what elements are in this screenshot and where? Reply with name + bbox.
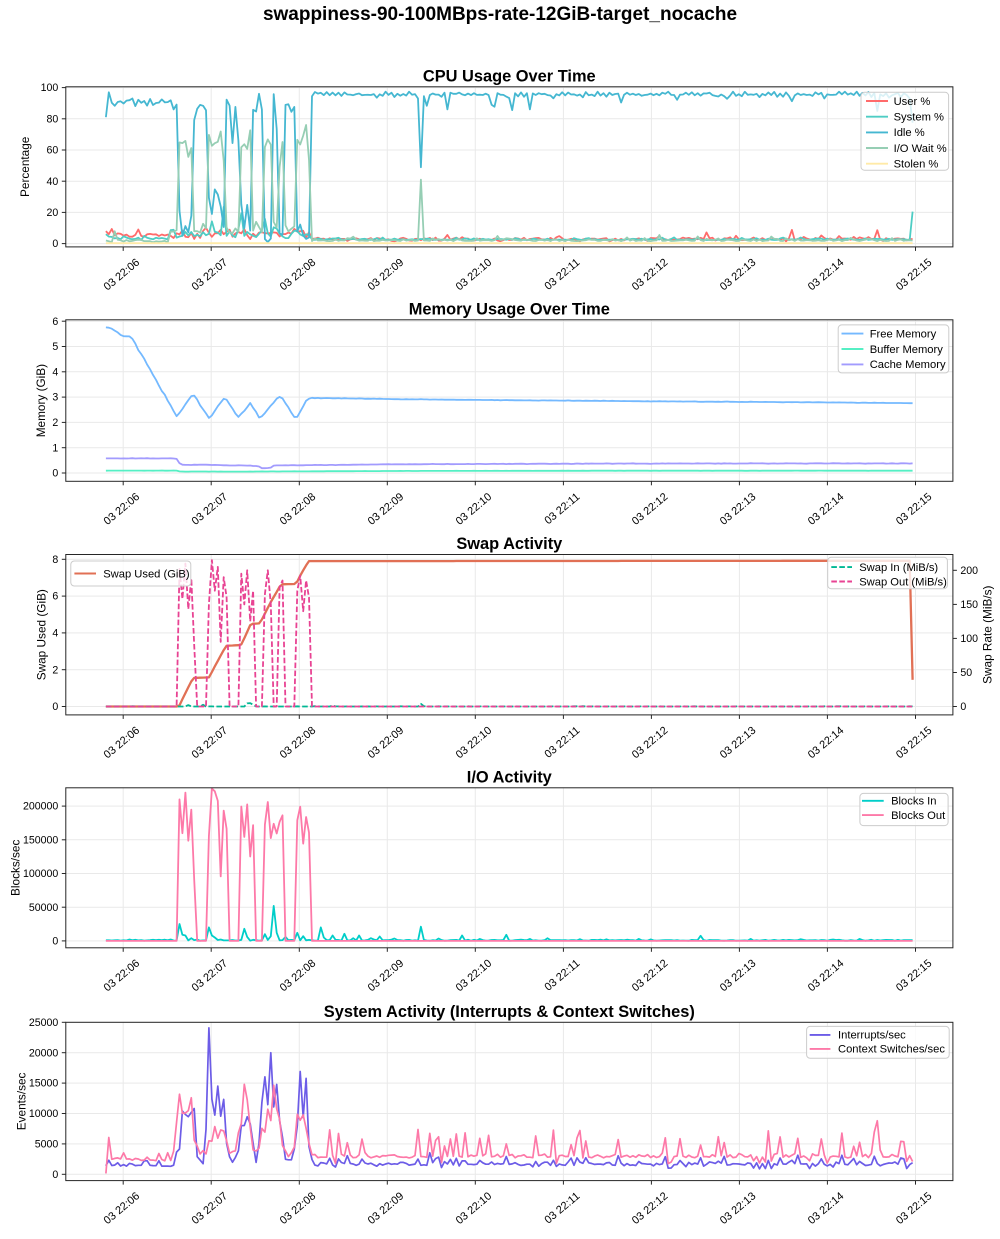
svg-text:3: 3 xyxy=(52,392,58,404)
svg-text:Free Memory: Free Memory xyxy=(870,328,937,340)
svg-text:0: 0 xyxy=(960,701,966,713)
svg-text:0: 0 xyxy=(52,468,58,480)
svg-text:5000: 5000 xyxy=(35,1139,59,1151)
svg-text:Buffer Memory: Buffer Memory xyxy=(870,344,944,356)
svg-text:100000: 100000 xyxy=(23,868,58,880)
svg-text:Swap Used (GiB): Swap Used (GiB) xyxy=(103,568,190,580)
svg-text:20000: 20000 xyxy=(29,1047,59,1059)
svg-text:200000: 200000 xyxy=(23,801,58,813)
svg-text:Context Switches/sec: Context Switches/sec xyxy=(838,1044,945,1056)
svg-text:50000: 50000 xyxy=(29,902,59,914)
svg-text:0: 0 xyxy=(52,1169,58,1181)
svg-text:User %: User % xyxy=(894,96,931,108)
svg-text:Idle %: Idle % xyxy=(894,127,925,139)
svg-text:2: 2 xyxy=(52,664,58,676)
svg-text:Memory Usage Over Time: Memory Usage Over Time xyxy=(409,300,610,318)
svg-text:2: 2 xyxy=(52,417,58,429)
svg-text:I/O Activity: I/O Activity xyxy=(467,768,553,786)
svg-text:150000: 150000 xyxy=(23,834,58,846)
svg-text:Swap Used (GiB): Swap Used (GiB) xyxy=(34,589,48,680)
svg-text:20: 20 xyxy=(47,207,59,219)
svg-text:80: 80 xyxy=(47,113,59,125)
svg-text:1: 1 xyxy=(52,442,58,454)
svg-text:0: 0 xyxy=(52,701,58,713)
svg-text:4: 4 xyxy=(52,628,58,640)
svg-text:Blocks Out: Blocks Out xyxy=(891,810,946,822)
svg-text:Events/sec: Events/sec xyxy=(15,1072,29,1130)
svg-text:Swap Activity: Swap Activity xyxy=(456,535,563,553)
svg-text:0: 0 xyxy=(52,238,58,250)
svg-text:Interrupts/sec: Interrupts/sec xyxy=(838,1030,906,1042)
svg-text:Cache Memory: Cache Memory xyxy=(870,359,946,371)
svg-text:8: 8 xyxy=(52,554,58,566)
svg-text:swappiness-90-100MBps-rate-12G: swappiness-90-100MBps-rate-12GiB-target_… xyxy=(263,4,737,25)
svg-text:System %: System % xyxy=(894,112,944,124)
svg-text:25000: 25000 xyxy=(29,1017,59,1029)
svg-text:100: 100 xyxy=(960,633,978,645)
svg-text:100: 100 xyxy=(41,82,59,94)
svg-text:Swap Rate (MiB/s): Swap Rate (MiB/s) xyxy=(981,585,995,683)
svg-text:System Activity (Interrupts &: System Activity (Interrupts & Context Sw… xyxy=(324,1003,695,1021)
svg-text:CPU Usage Over Time: CPU Usage Over Time xyxy=(423,67,596,85)
svg-text:Blocks In: Blocks In xyxy=(891,796,936,808)
svg-text:50: 50 xyxy=(960,667,972,679)
svg-text:10000: 10000 xyxy=(29,1108,59,1120)
svg-text:60: 60 xyxy=(47,145,59,157)
svg-text:Swap Out (MiB/s): Swap Out (MiB/s) xyxy=(859,576,947,588)
svg-text:4: 4 xyxy=(52,366,58,378)
svg-text:6: 6 xyxy=(52,316,58,328)
svg-text:200: 200 xyxy=(960,565,978,577)
svg-text:Blocks/sec: Blocks/sec xyxy=(9,840,23,896)
svg-text:Memory (GiB): Memory (GiB) xyxy=(34,364,48,437)
svg-text:Swap In (MiB/s): Swap In (MiB/s) xyxy=(859,562,938,574)
svg-text:0: 0 xyxy=(52,936,58,948)
svg-text:Percentage: Percentage xyxy=(18,136,32,197)
svg-text:5: 5 xyxy=(52,341,58,353)
svg-text:Stolen %: Stolen % xyxy=(894,159,939,171)
svg-text:I/O Wait %: I/O Wait % xyxy=(894,143,947,155)
svg-text:15000: 15000 xyxy=(29,1078,59,1090)
svg-text:40: 40 xyxy=(47,176,59,188)
svg-text:150: 150 xyxy=(960,599,978,611)
svg-text:6: 6 xyxy=(52,591,58,603)
